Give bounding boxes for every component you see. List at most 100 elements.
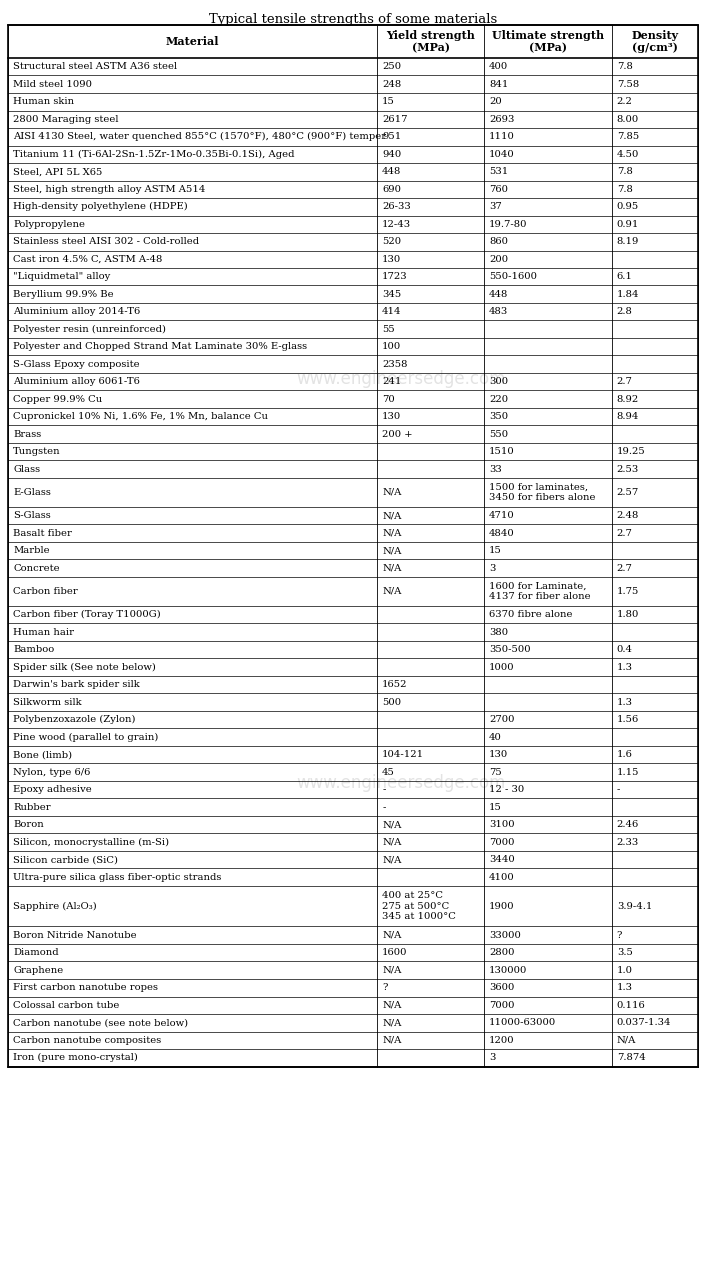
Text: Silkworm silk: Silkworm silk <box>13 697 82 707</box>
Text: 951: 951 <box>382 133 402 141</box>
Text: ?: ? <box>382 984 388 993</box>
Text: ?: ? <box>617 931 622 940</box>
Text: Diamond: Diamond <box>13 949 59 957</box>
Text: Bone (limb): Bone (limb) <box>13 750 72 759</box>
Text: 300: 300 <box>489 378 508 386</box>
Text: 7.8: 7.8 <box>617 184 633 193</box>
Text: Beryllium 99.9% Be: Beryllium 99.9% Be <box>13 289 114 299</box>
Text: Marble: Marble <box>13 547 49 556</box>
Text: 55: 55 <box>382 325 395 333</box>
Text: 400: 400 <box>489 62 508 71</box>
Text: Carbon nanotube (see note below): Carbon nanotube (see note below) <box>13 1018 188 1027</box>
Text: 37: 37 <box>489 202 502 211</box>
Text: 3440: 3440 <box>489 855 515 864</box>
Text: 380: 380 <box>489 628 508 637</box>
Text: N/A: N/A <box>382 1036 402 1045</box>
Text: 7000: 7000 <box>489 837 515 846</box>
Text: 7.874: 7.874 <box>617 1053 645 1062</box>
Text: Silicon, monocrystalline (m-Si): Silicon, monocrystalline (m-Si) <box>13 837 169 846</box>
Text: N/A: N/A <box>382 966 402 975</box>
Text: N/A: N/A <box>382 563 402 572</box>
Text: Material: Material <box>166 37 220 47</box>
Text: 130000: 130000 <box>489 966 527 975</box>
Text: Polypropylene: Polypropylene <box>13 220 85 229</box>
Text: "Liquidmetal" alloy: "Liquidmetal" alloy <box>13 273 110 282</box>
Text: Copper 99.9% Cu: Copper 99.9% Cu <box>13 395 102 404</box>
Text: 448: 448 <box>489 289 508 299</box>
Text: Epoxy adhesive: Epoxy adhesive <box>13 786 92 794</box>
Text: 690: 690 <box>382 184 401 193</box>
Text: 2.53: 2.53 <box>617 465 639 474</box>
Text: 1200: 1200 <box>489 1036 515 1045</box>
Text: 0.95: 0.95 <box>617 202 639 211</box>
Text: 350: 350 <box>489 412 508 422</box>
Text: N/A: N/A <box>382 931 402 940</box>
Text: 2700: 2700 <box>489 715 515 724</box>
Text: Concrete: Concrete <box>13 563 59 572</box>
Text: Yield strength
(MPa): Yield strength (MPa) <box>386 29 475 53</box>
Text: Iron (pure mono-crystal): Iron (pure mono-crystal) <box>13 1053 138 1062</box>
Text: AISI 4130 Steel, water quenched 855°C (1570°F), 480°C (900°F) temper: AISI 4130 Steel, water quenched 855°C (1… <box>13 133 386 141</box>
Text: 350-500: 350-500 <box>489 645 531 654</box>
Text: 4.50: 4.50 <box>617 150 639 159</box>
Text: www.engineersedge.com: www.engineersedge.com <box>297 370 506 388</box>
Text: Structural steel ASTM A36 steel: Structural steel ASTM A36 steel <box>13 62 177 71</box>
Text: 2800: 2800 <box>489 949 515 957</box>
Text: Boron Nitride Nanotube: Boron Nitride Nanotube <box>13 931 137 940</box>
Text: N/A: N/A <box>382 587 402 596</box>
Text: 12-43: 12-43 <box>382 220 412 229</box>
Text: 1.3: 1.3 <box>617 697 633 707</box>
Text: Carbon fiber: Carbon fiber <box>13 587 78 596</box>
Text: 45: 45 <box>382 768 395 777</box>
Text: 760: 760 <box>489 184 508 193</box>
Text: 33: 33 <box>489 465 502 474</box>
Text: Glass: Glass <box>13 465 40 474</box>
Text: 7.8: 7.8 <box>617 167 633 177</box>
Text: N/A: N/A <box>382 512 402 520</box>
Text: 1600: 1600 <box>382 949 407 957</box>
Text: 1.15: 1.15 <box>617 768 639 777</box>
Text: 250: 250 <box>382 62 401 71</box>
Text: 241: 241 <box>382 378 402 386</box>
Text: 8.00: 8.00 <box>617 115 639 124</box>
Text: 2358: 2358 <box>382 360 407 369</box>
Text: Spider silk (See note below): Spider silk (See note below) <box>13 663 156 672</box>
Text: 33000: 33000 <box>489 931 521 940</box>
Text: 248: 248 <box>382 80 402 88</box>
Text: 11000-63000: 11000-63000 <box>489 1018 556 1027</box>
Text: 4710: 4710 <box>489 512 515 520</box>
Text: 8.94: 8.94 <box>617 412 639 422</box>
Text: 8.92: 8.92 <box>617 395 639 404</box>
Text: www.engineersedge.com: www.engineersedge.com <box>297 774 506 792</box>
Text: 19.7-80: 19.7-80 <box>489 220 527 229</box>
Text: 500: 500 <box>382 697 401 707</box>
Text: Bamboo: Bamboo <box>13 645 54 654</box>
Text: 1.80: 1.80 <box>617 610 639 619</box>
Text: Aluminium alloy 6061-T6: Aluminium alloy 6061-T6 <box>13 378 140 386</box>
Text: -: - <box>382 803 385 812</box>
Text: 4840: 4840 <box>489 529 515 538</box>
Text: N/A: N/A <box>382 488 402 498</box>
Text: 100: 100 <box>382 342 402 351</box>
Text: 2.7: 2.7 <box>617 378 633 386</box>
Text: 20: 20 <box>489 97 502 106</box>
Text: Tungsten: Tungsten <box>13 447 61 456</box>
Text: 220: 220 <box>489 395 508 404</box>
Text: 531: 531 <box>489 167 508 177</box>
Text: 1.75: 1.75 <box>617 587 639 596</box>
Text: 3100: 3100 <box>489 820 515 830</box>
Text: N/A: N/A <box>382 1018 402 1027</box>
Text: 860: 860 <box>489 237 508 246</box>
Text: Brass: Brass <box>13 429 41 438</box>
Text: 40: 40 <box>489 733 502 741</box>
Text: 414: 414 <box>382 307 402 316</box>
Text: Cupronickel 10% Ni, 1.6% Fe, 1% Mn, balance Cu: Cupronickel 10% Ni, 1.6% Fe, 1% Mn, bala… <box>13 412 268 422</box>
Text: Aluminium alloy 2014-T6: Aluminium alloy 2014-T6 <box>13 307 140 316</box>
Text: 550-1600: 550-1600 <box>489 273 537 282</box>
Text: Typical tensile strengths of some materials: Typical tensile strengths of some materi… <box>209 13 497 27</box>
Text: 520: 520 <box>382 237 401 246</box>
Text: Titanium 11 (Ti-6Al-2Sn-1.5Zr-1Mo-0.35Bi-0.1Si), Aged: Titanium 11 (Ti-6Al-2Sn-1.5Zr-1Mo-0.35Bi… <box>13 150 294 159</box>
Text: 1.0: 1.0 <box>617 966 633 975</box>
Text: Colossal carbon tube: Colossal carbon tube <box>13 1000 119 1009</box>
Text: Ultra-pure silica glass fiber-optic strands: Ultra-pure silica glass fiber-optic stra… <box>13 873 222 882</box>
